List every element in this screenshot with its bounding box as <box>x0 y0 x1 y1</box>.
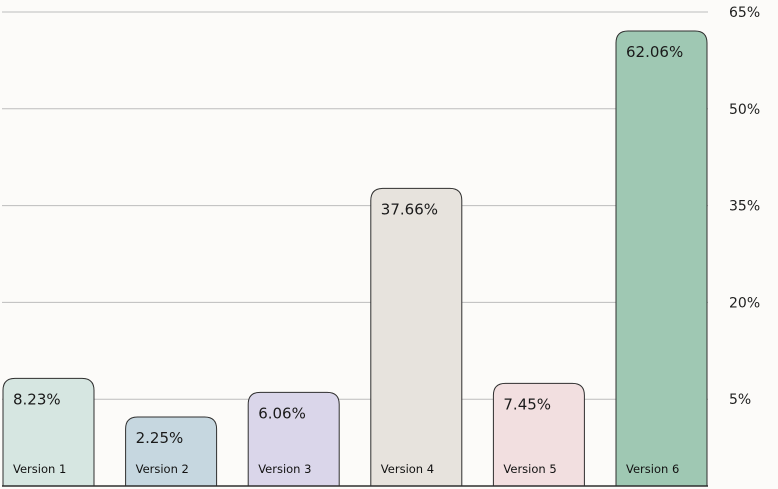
bar-group: 7.45% Version 5 <box>492 382 585 487</box>
bar-group: 8.23% Version 1 <box>2 377 95 487</box>
value-label: 2.25% <box>136 429 184 447</box>
bar <box>125 416 218 487</box>
bar <box>615 30 708 487</box>
category-label: Version 2 <box>136 462 189 476</box>
value-label: 7.45% <box>503 395 551 413</box>
value-label: 6.06% <box>258 404 306 422</box>
grid-layer <box>2 11 708 400</box>
value-label: 8.23% <box>13 390 61 408</box>
category-label: Version 1 <box>13 462 66 476</box>
y-tick-label: 35% <box>729 199 760 215</box>
bar <box>2 377 95 487</box>
bar <box>247 391 340 487</box>
y-tick-label: 65% <box>729 5 760 21</box>
y-tick-label: 20% <box>729 295 760 311</box>
y-axis: 5% 20% 35% 50% 65% <box>729 5 760 408</box>
bar-group: 6.06% Version 3 <box>247 391 340 487</box>
category-label: Version 3 <box>258 462 311 476</box>
bar <box>370 187 463 487</box>
category-label: Version 5 <box>503 462 556 476</box>
category-label: Version 4 <box>381 462 434 476</box>
bar-group: 37.66% Version 4 <box>370 187 463 487</box>
category-label: Version 6 <box>626 462 679 476</box>
bar-group: 2.25% Version 2 <box>125 416 218 487</box>
bars-layer: 8.23% Version 1 2.25% Version 2 6.06% Version… <box>2 30 708 487</box>
value-label: 37.66% <box>381 200 438 218</box>
y-tick-label: 5% <box>729 392 751 408</box>
bar-group: 62.06% Version 6 <box>615 30 708 487</box>
value-label: 62.06% <box>626 43 683 61</box>
y-tick-label: 50% <box>729 102 760 118</box>
bar <box>492 382 585 487</box>
